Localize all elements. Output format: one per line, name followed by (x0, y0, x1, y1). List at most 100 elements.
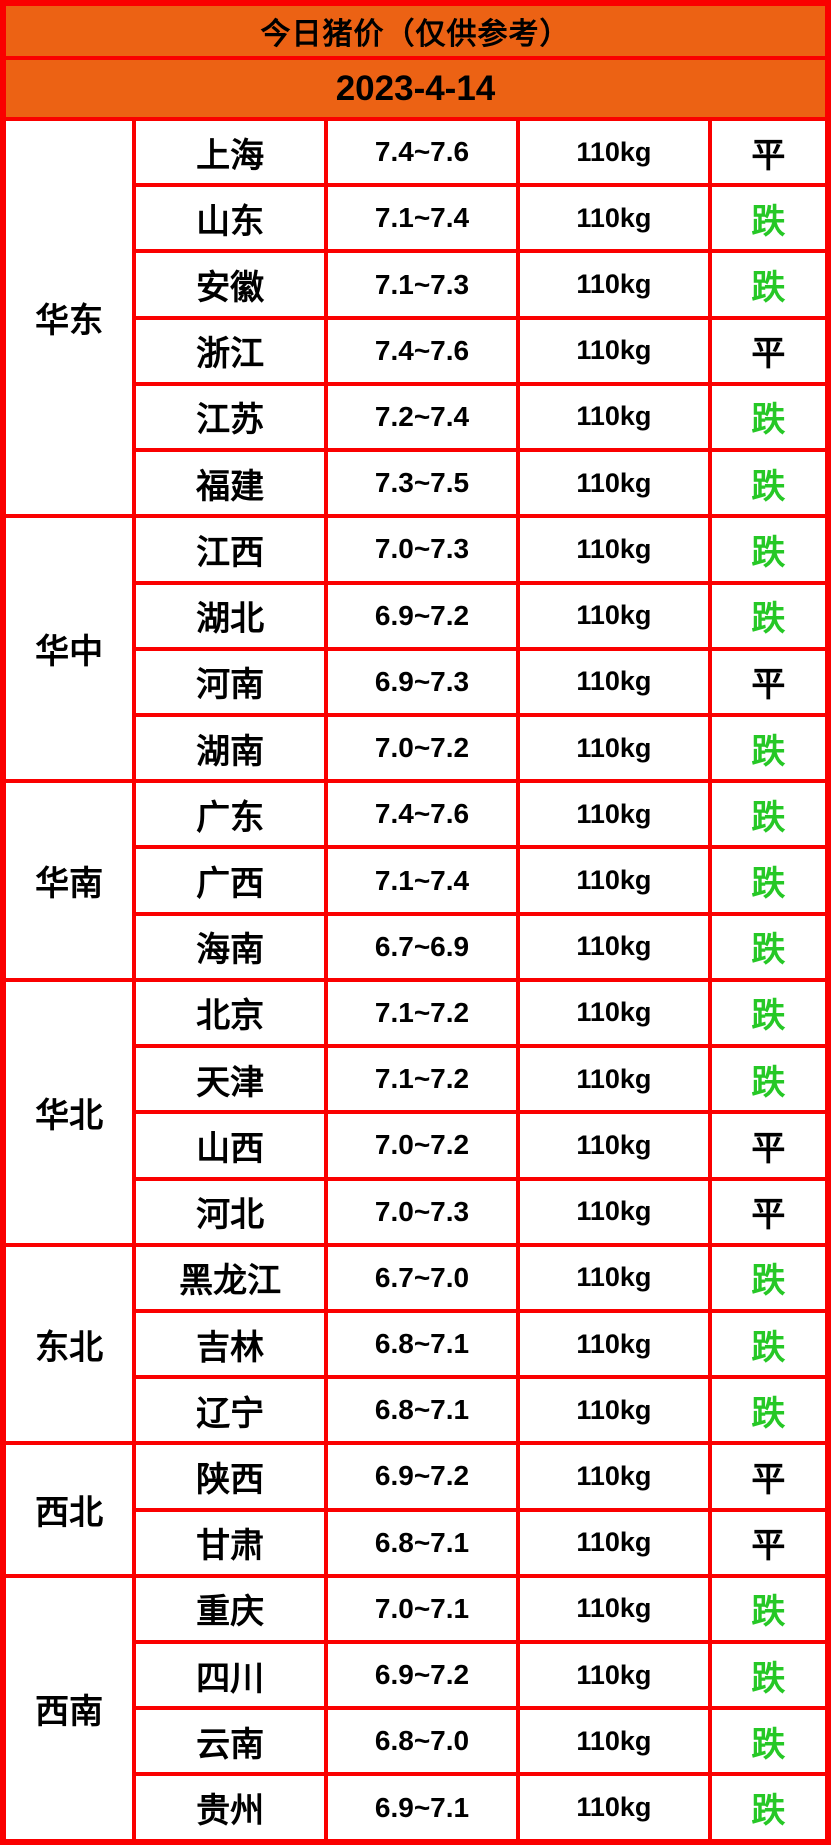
table-row: 天津 7.1~7.2 110kg 跌 (3, 1044, 831, 1115)
table-row: 西北 陕西 6.9~7.2 110kg 平 (0, 1441, 831, 1578)
price-cell: 7.1~7.2 (324, 1044, 520, 1115)
table-row: 江苏 7.2~7.4 110kg 跌 (3, 381, 831, 453)
status-cell: 跌 (707, 1640, 831, 1711)
weight-cell: 110kg (515, 315, 712, 386)
table-row: 西南 重庆 7.0~7.1 110kg 跌 (0, 1573, 831, 1845)
province-cell: 黑龙江 (132, 1242, 329, 1313)
province-cell: 四川 (132, 1640, 329, 1711)
price-cell: 7.0~7.2 (324, 1110, 520, 1181)
price-cell: 7.1~7.2 (324, 977, 520, 1049)
status-cell: 跌 (707, 514, 831, 585)
weight-cell: 110kg (515, 845, 712, 916)
weight-cell: 110kg (515, 911, 712, 982)
weight-cell: 110kg (515, 1308, 712, 1380)
price-cell: 6.9~7.2 (324, 1441, 520, 1512)
table-row: 华北 北京 7.1~7.2 110kg 跌 (0, 977, 831, 1247)
price-cell: 7.1~7.3 (324, 249, 520, 320)
table-row: 吉林 6.8~7.1 110kg 跌 (3, 1308, 831, 1380)
price-cell: 7.2~7.4 (324, 381, 520, 453)
province-cell: 江西 (132, 514, 329, 585)
province-cell: 天津 (132, 1044, 329, 1115)
price-cell: 6.7~6.9 (324, 911, 520, 982)
region-cell: 华南 (0, 779, 137, 982)
status-cell: 平 (707, 1176, 831, 1247)
status-cell: 平 (707, 1441, 831, 1512)
weight-cell: 110kg (515, 1441, 712, 1512)
page-title: 今日猪价（仅供参考） (1, 1, 830, 60)
price-cell: 6.8~7.1 (324, 1507, 520, 1578)
table-row: 贵州 6.9~7.1 110kg 跌 (3, 1772, 831, 1844)
price-cell: 7.3~7.5 (324, 448, 520, 519)
price-cell: 6.8~7.1 (324, 1308, 520, 1380)
table-row: 湖南 7.0~7.2 110kg 跌 (3, 712, 831, 784)
weight-cell: 110kg (515, 116, 712, 188)
price-cell: 7.4~7.6 (324, 116, 520, 188)
price-cell: 7.4~7.6 (324, 315, 520, 386)
table-row: 甘肃 6.8~7.1 110kg 平 (3, 1507, 831, 1578)
weight-cell: 110kg (515, 249, 712, 320)
status-cell: 跌 (707, 1573, 831, 1645)
province-cell: 山东 (132, 183, 329, 254)
table-row: 广西 7.1~7.4 110kg 跌 (3, 845, 831, 916)
province-cell: 重庆 (132, 1573, 329, 1645)
date-label: 2023-4-14 (1, 56, 830, 121)
province-cell: 北京 (132, 977, 329, 1049)
status-cell: 平 (707, 1110, 831, 1181)
table-row: 海南 6.7~6.9 110kg 跌 (3, 911, 831, 982)
price-cell: 6.9~7.2 (324, 1640, 520, 1711)
table-row: 河南 6.9~7.3 110kg 平 (3, 646, 831, 717)
province-cell: 广东 (132, 779, 329, 850)
status-cell: 跌 (707, 183, 831, 254)
status-cell: 跌 (707, 381, 831, 453)
status-cell: 跌 (707, 1375, 831, 1446)
province-cell: 海南 (132, 911, 329, 982)
table-row: 云南 6.8~7.0 110kg 跌 (3, 1706, 831, 1777)
status-cell: 平 (707, 116, 831, 188)
weight-cell: 110kg (515, 580, 712, 651)
province-cell: 广西 (132, 845, 329, 916)
weight-cell: 110kg (515, 1772, 712, 1844)
price-cell: 6.9~7.3 (324, 646, 520, 717)
price-cell: 6.9~7.2 (324, 580, 520, 651)
status-cell: 跌 (707, 1308, 831, 1380)
region-cell: 西北 (0, 1441, 137, 1578)
weight-cell: 110kg (515, 1507, 712, 1578)
date-row: 2023-4-14 (1, 56, 830, 121)
price-cell: 7.1~7.4 (324, 845, 520, 916)
province-cell: 山西 (132, 1110, 329, 1181)
region-cell: 华北 (0, 977, 137, 1247)
table-row: 福建 7.3~7.5 110kg 跌 (3, 448, 831, 519)
table-row: 东北 黑龙江 6.7~7.0 110kg 跌 (0, 1242, 831, 1446)
province-cell: 陕西 (132, 1441, 329, 1512)
price-cell: 7.4~7.6 (324, 779, 520, 850)
province-cell: 浙江 (132, 315, 329, 386)
weight-cell: 110kg (515, 646, 712, 717)
table-row: 华东 上海 7.4~7.6 110kg 平 (0, 116, 831, 519)
table-row: 华中 江西 7.0~7.3 110kg 跌 (0, 514, 831, 784)
price-cell: 6.8~7.1 (324, 1375, 520, 1446)
weight-cell: 110kg (515, 1110, 712, 1181)
price-cell: 7.0~7.3 (324, 1176, 520, 1247)
status-cell: 跌 (707, 911, 831, 982)
table-row: 安徽 7.1~7.3 110kg 跌 (3, 249, 831, 320)
table-row: 山西 7.0~7.2 110kg 平 (3, 1110, 831, 1181)
status-cell: 跌 (707, 1242, 831, 1313)
province-cell: 湖南 (132, 712, 329, 784)
region-cell: 东北 (0, 1242, 137, 1446)
table-row: 辽宁 6.8~7.1 110kg 跌 (3, 1375, 831, 1446)
table-row: 华南 广东 7.4~7.6 110kg 跌 (0, 779, 831, 982)
status-cell: 跌 (707, 1044, 831, 1115)
province-cell: 云南 (132, 1706, 329, 1777)
price-cell: 7.1~7.4 (324, 183, 520, 254)
weight-cell: 110kg (515, 779, 712, 850)
status-cell: 跌 (707, 977, 831, 1049)
price-cell: 7.0~7.2 (324, 712, 520, 784)
status-cell: 平 (707, 646, 831, 717)
weight-cell: 110kg (515, 514, 712, 585)
title-row: 今日猪价（仅供参考） (1, 1, 830, 60)
province-cell: 福建 (132, 448, 329, 519)
weight-cell: 110kg (515, 381, 712, 453)
province-cell: 贵州 (132, 1772, 329, 1844)
